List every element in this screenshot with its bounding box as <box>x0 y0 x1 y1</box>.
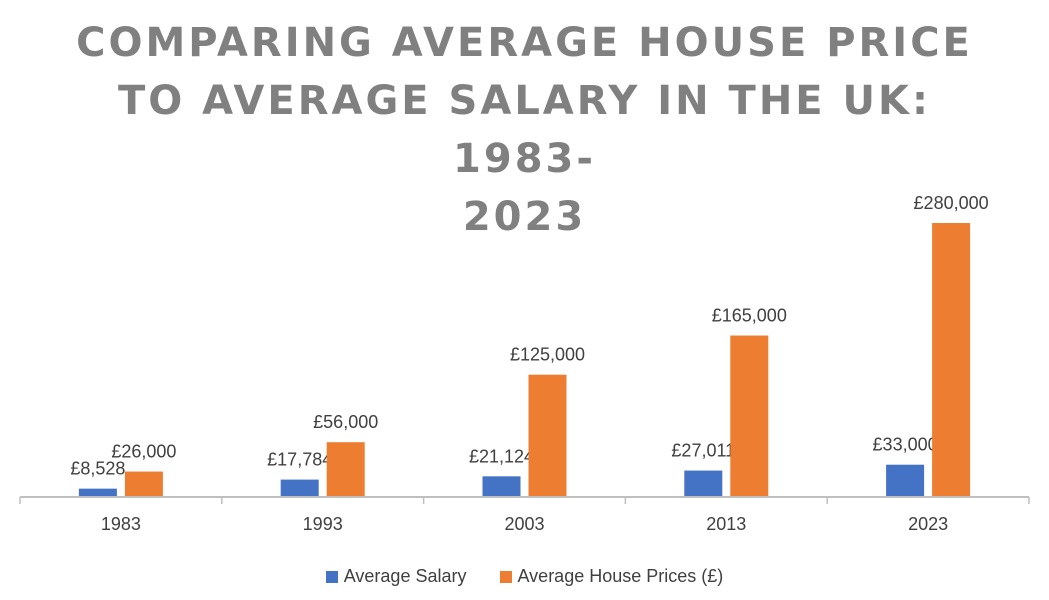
legend-item-house-prices: Average House Prices (£) <box>499 566 724 587</box>
bar-salary-2003 <box>482 476 521 497</box>
bar-house-price-2023 <box>932 223 971 497</box>
x-tick-label-1983: 1983 <box>101 514 141 534</box>
chart-title: COMPARING AVERAGE HOUSE PRICE TO AVERAGE… <box>60 14 989 246</box>
bar-house-price-1993 <box>326 442 365 497</box>
data-label-salary-2023: £33,000 <box>873 435 938 455</box>
bar-salary-2013 <box>684 470 723 497</box>
data-label-salary-2003: £21,124 <box>469 446 534 466</box>
legend-swatch-salary <box>325 570 338 583</box>
data-label-salary-1993: £17,784 <box>267 450 332 470</box>
bar-salary-1993 <box>280 479 319 497</box>
data-label-house-price-2013: £165,000 <box>712 306 787 326</box>
legend-label-house-prices: Average House Prices (£) <box>517 566 724 586</box>
bar-salary-2023 <box>886 464 925 497</box>
bar-house-price-2003 <box>528 374 567 497</box>
x-tick-label-1993: 1993 <box>303 514 343 534</box>
legend-swatch-house-prices <box>499 570 512 583</box>
data-label-house-price-2003: £125,000 <box>510 345 585 365</box>
bar-house-price-2013 <box>730 335 769 497</box>
x-tick-label-2003: 2003 <box>504 514 544 534</box>
chart-title-line-1: COMPARING AVERAGE HOUSE PRICE <box>76 20 973 66</box>
data-label-house-price-1993: £56,000 <box>313 412 378 432</box>
chart-title-line-3: 2023 <box>462 194 587 240</box>
legend-label-salary: Average Salary <box>343 566 467 586</box>
data-label-salary-2013: £27,011 <box>671 441 735 461</box>
data-label-house-price-1983: £26,000 <box>111 442 176 462</box>
x-tick-label-2013: 2013 <box>706 514 746 534</box>
bar-salary-1983 <box>78 488 117 497</box>
data-label-house-price-2023: £280,000 <box>914 193 989 213</box>
chart-title-line-2: TO AVERAGE SALARY IN THE UK: 1983- <box>117 78 932 182</box>
x-tick-label-2023: 2023 <box>908 514 948 534</box>
chart-legend: Average Salary Average House Prices (£) <box>0 566 1049 588</box>
data-label-salary-1983: £8,528 <box>70 459 125 479</box>
legend-item-salary: Average Salary <box>325 566 467 587</box>
bar-house-price-1983 <box>124 471 163 497</box>
